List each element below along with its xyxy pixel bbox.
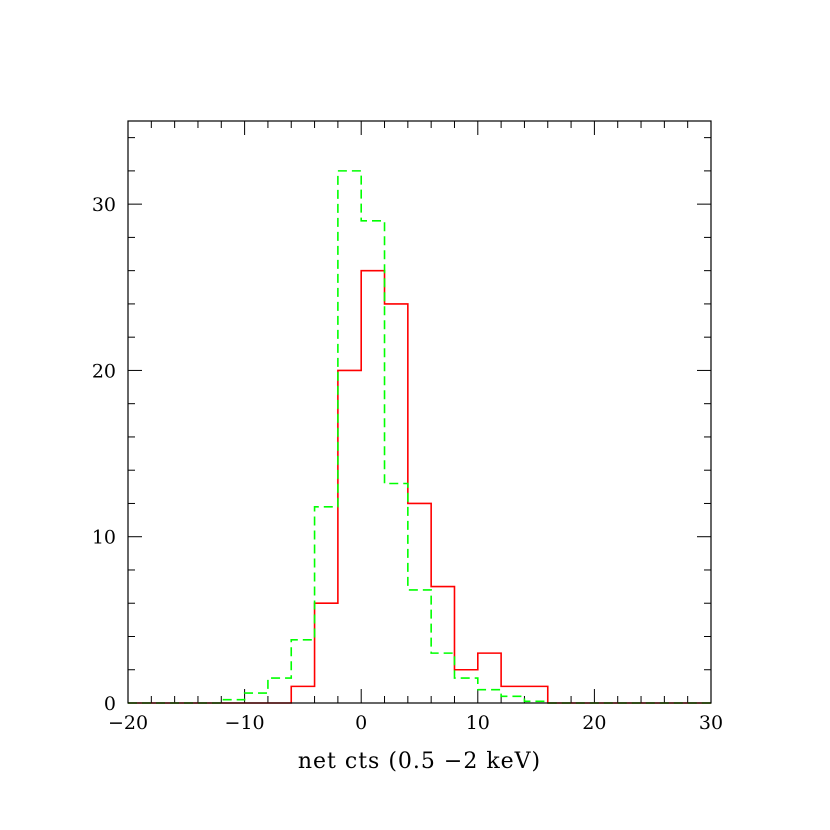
x-tick-label: 0 [355,712,367,734]
x-tick-label: −10 [225,712,265,734]
x-tick-label: 20 [582,712,606,734]
x-tick-label: 10 [466,712,490,734]
x-tick-labels: −20 −10 0 10 20 30 [108,712,723,734]
y-tick-label: 0 [104,693,116,715]
axis-ticks [127,121,712,704]
y-tick-label: 20 [92,360,116,382]
y-tick-label: 30 [92,194,116,216]
y-tick-labels: 0 10 20 30 [92,194,116,715]
x-tick-label: 30 [699,712,723,734]
plot-frame [127,120,712,704]
x-axis-title: net cts (0.5 −2 keV) [298,749,541,774]
y-tick-label: 10 [92,527,116,549]
x-tick-label: −20 [108,712,148,734]
